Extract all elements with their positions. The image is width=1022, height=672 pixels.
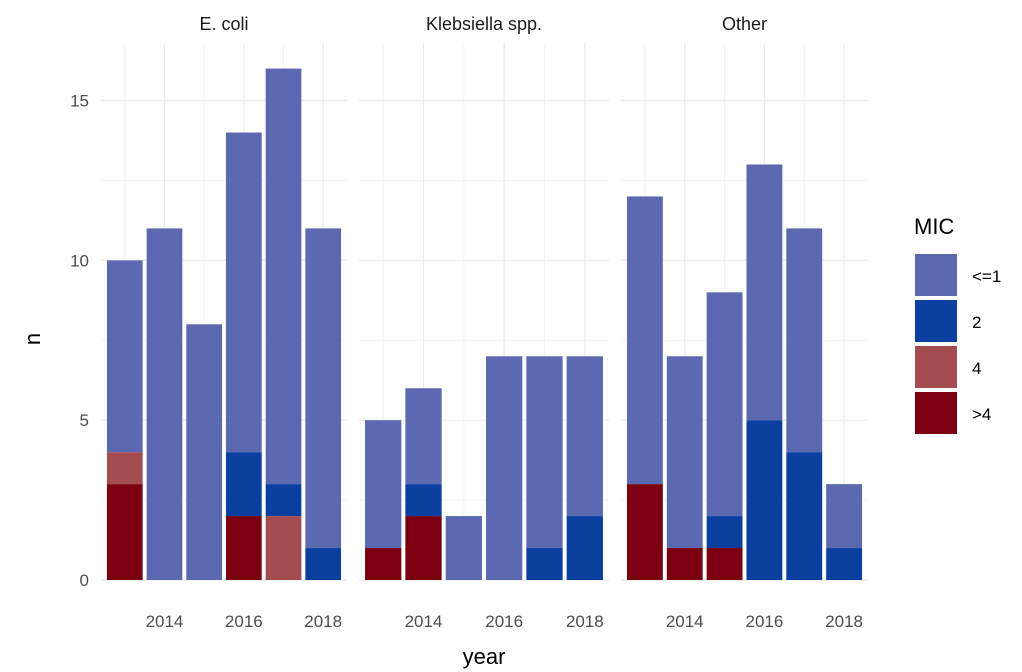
legend-label: <=1 xyxy=(972,267,1001,286)
x-tick-label: 2014 xyxy=(666,612,704,631)
x-tick-label: 2018 xyxy=(825,612,863,631)
y-tick-label: 0 xyxy=(80,571,89,590)
bars xyxy=(106,68,863,580)
bar-segment xyxy=(106,484,143,580)
bar-segment xyxy=(146,228,183,580)
bar-segment xyxy=(746,420,783,580)
y-axis-title: n xyxy=(20,333,45,345)
bar-segment xyxy=(566,516,603,580)
bar-segment xyxy=(106,452,143,485)
legend: MIC <=1 2 4 >4 xyxy=(914,214,1001,434)
bar-segment xyxy=(826,484,863,549)
y-tick-label: 5 xyxy=(80,411,89,430)
legend-label: 2 xyxy=(972,313,981,332)
bar-segment xyxy=(186,324,223,580)
bar-segment xyxy=(706,548,743,580)
bar-segment xyxy=(365,548,402,580)
bar-segment xyxy=(265,68,302,485)
bar-segment xyxy=(666,356,703,549)
bar-segment xyxy=(526,356,563,549)
facet-title: E. coli xyxy=(199,14,248,34)
bar-segment xyxy=(706,292,743,517)
x-tick-label: 2014 xyxy=(405,612,443,631)
x-tick-label: 2018 xyxy=(304,612,342,631)
bar-segment xyxy=(666,548,703,580)
x-tick-label: 2014 xyxy=(146,612,184,631)
bar-segment xyxy=(265,484,302,517)
y-tick-label: 15 xyxy=(70,92,89,111)
bar-segment xyxy=(786,452,823,580)
bar-segment xyxy=(405,516,442,580)
facet-title: Klebsiella spp. xyxy=(426,14,542,34)
bar-segment xyxy=(365,420,402,549)
bar-segment xyxy=(445,516,482,580)
bar-segment xyxy=(106,260,143,453)
bar-segment xyxy=(305,548,342,580)
legend-title: MIC xyxy=(914,214,954,239)
bar-segment xyxy=(225,452,262,517)
bar-segment xyxy=(225,516,262,580)
bar-segment xyxy=(746,164,783,421)
x-tick-label: 2018 xyxy=(566,612,604,631)
bar-segment xyxy=(626,484,663,580)
legend-label: 4 xyxy=(972,359,981,378)
x-tick-label: 2016 xyxy=(485,612,523,631)
legend-swatch xyxy=(915,392,957,434)
bar-segment xyxy=(405,484,442,517)
legend-swatch xyxy=(915,254,957,296)
bar-segment xyxy=(305,228,342,549)
bar-segment xyxy=(826,548,863,580)
legend-label: >4 xyxy=(972,405,991,424)
bar-segment xyxy=(486,356,523,580)
bar-segment xyxy=(626,196,663,485)
bar-segment xyxy=(566,356,603,517)
bar-segment xyxy=(225,132,262,453)
x-axis-title: year xyxy=(463,644,506,669)
bar-segment xyxy=(526,548,563,580)
legend-swatch xyxy=(915,346,957,388)
bar-segment xyxy=(786,228,823,453)
x-tick-label: 2016 xyxy=(225,612,263,631)
labels: 0 5 10 15 E. coli 2014 2016 2018 Klebsiella spp.… xyxy=(70,14,863,631)
facet-title: Other xyxy=(722,14,767,34)
bar-segment xyxy=(405,388,442,485)
y-tick-label: 10 xyxy=(70,251,89,270)
bar-segment xyxy=(706,516,743,549)
x-tick-label: 2016 xyxy=(746,612,784,631)
legend-swatch xyxy=(915,300,957,342)
bar-segment xyxy=(265,516,302,580)
